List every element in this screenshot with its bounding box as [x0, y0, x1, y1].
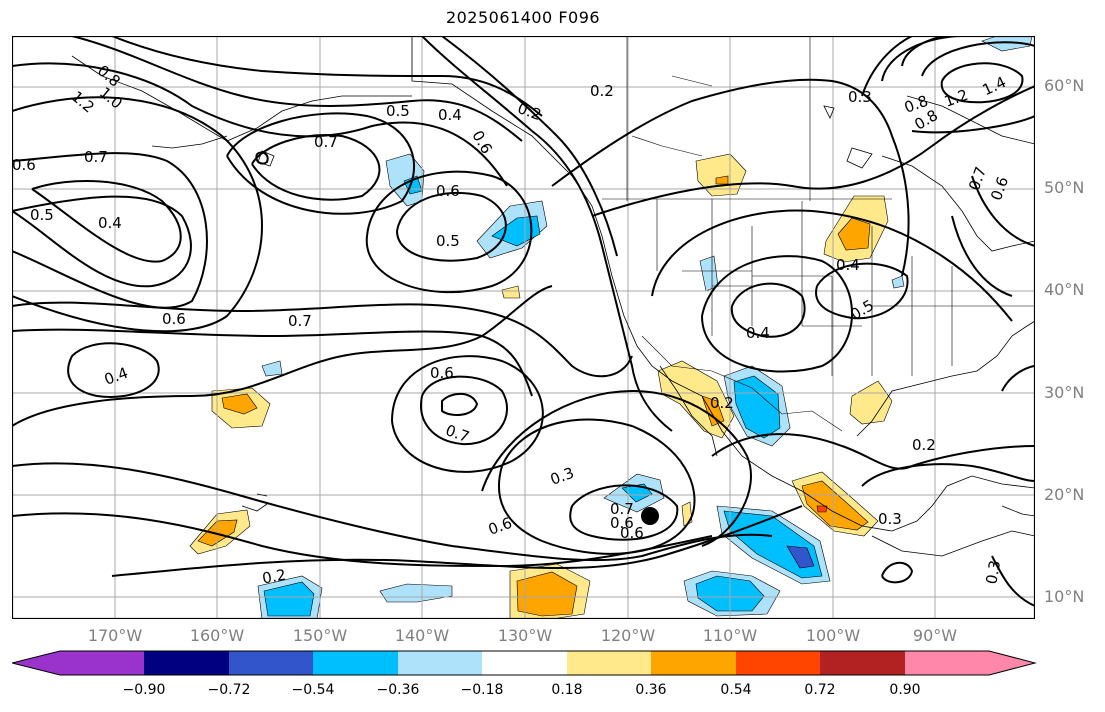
pos-patch: [837, 217, 871, 251]
lat-label: 40°N: [1044, 280, 1085, 299]
contour-label: 0.6: [12, 156, 36, 174]
contour-lines: [12, 36, 1035, 607]
colorbar-segment: [567, 651, 651, 675]
lat-label: 60°N: [1044, 76, 1085, 95]
map-panel: 0.8 1.0 1.2 0.6 0.7 0.5 0.4 0.7 0.5 0.4 …: [12, 36, 1035, 619]
storm-center-marker: [641, 507, 659, 525]
colorbar-tick: −0.18: [460, 682, 504, 698]
neg-patch: [491, 215, 541, 247]
lon-label: 130°W: [497, 626, 553, 645]
contour-label: 0.5: [386, 102, 410, 120]
neg-patch: [891, 275, 905, 289]
lon-label: 140°W: [394, 626, 450, 645]
colorbar-segment: [144, 651, 229, 675]
pos-patch: [501, 285, 521, 299]
colorbar-segment: [820, 651, 905, 675]
colorbar-tick: 0.90: [889, 682, 921, 698]
neg-patch: [261, 360, 283, 377]
lon-label: 170°W: [87, 626, 143, 645]
contour-label: 0.6: [162, 310, 186, 328]
colorbar-segment: [482, 651, 567, 675]
pos-patch: [516, 571, 578, 617]
colorbar-segment: [60, 651, 144, 675]
contour-label: 0.5: [30, 206, 54, 224]
colorbar-tick: 0.72: [804, 682, 836, 698]
contour-label: 0.6: [620, 524, 644, 542]
lon-label: 120°W: [600, 626, 656, 645]
neg-patch: [786, 545, 815, 569]
pos-patch: [849, 380, 893, 425]
colorbar-segment: [398, 651, 482, 675]
colorbar-segment: [229, 651, 313, 675]
lat-label: 50°N: [1044, 178, 1085, 197]
colorbar-tick: 0.36: [635, 682, 667, 698]
contour-label: 0.4: [98, 214, 122, 232]
colorbar-segment: [736, 651, 820, 675]
contour-label: 0.6: [430, 364, 454, 382]
contour-label: 0.2: [590, 82, 614, 100]
lon-label: 100°W: [805, 626, 861, 645]
lat-label: 20°N: [1044, 485, 1085, 504]
colorbar-segment: [313, 651, 398, 675]
colorbar-tick: −0.36: [376, 682, 420, 698]
contour-label: 0.3: [982, 559, 1004, 586]
graticule: [12, 36, 1035, 619]
contour-label: 0.7: [610, 500, 634, 518]
pos-patch: [681, 501, 693, 527]
lon-label: 160°W: [189, 626, 245, 645]
neg-patch: [733, 375, 781, 439]
contour-label: 0.4: [836, 256, 860, 274]
pos-patch: [221, 393, 258, 415]
coastlines: [71, 36, 1035, 557]
pos-patch: [701, 395, 725, 427]
lat-label: 10°N: [1044, 587, 1085, 606]
map-title: 2025061400 F096: [445, 8, 601, 27]
lat-label: 30°N: [1044, 383, 1085, 402]
colorbar-tick: −0.72: [207, 682, 251, 698]
colorbar: [12, 650, 1037, 676]
colorbar-tick: 0.54: [720, 682, 752, 698]
contour-label: 0.7: [314, 133, 338, 151]
neg-patch: [263, 581, 315, 617]
lon-label: 150°W: [292, 626, 348, 645]
pos-patch: [816, 505, 828, 513]
colorbar-segment: [651, 651, 736, 675]
contour-label: 0.3: [878, 510, 902, 528]
lon-label: 90°W: [912, 626, 958, 645]
contour-label: 0.6: [436, 182, 460, 200]
contour-label: 0.7: [84, 148, 108, 166]
contour-label: 0.4: [746, 324, 770, 342]
contour-label: 0.2: [710, 394, 734, 412]
contour-label: 0.5: [436, 232, 460, 250]
contour-label: 0.2: [912, 436, 936, 454]
colorbar-tick: 0.18: [551, 682, 583, 698]
contour-label: 0.7: [288, 312, 312, 330]
contour-label: 0.4: [438, 106, 462, 124]
colorbar-extend-high: [989, 651, 1035, 675]
lon-label: 110°W: [702, 626, 758, 645]
colorbar-tick: −0.90: [122, 682, 166, 698]
contour-label: 0.2: [261, 566, 288, 588]
colorbar-segment: [905, 651, 989, 675]
anomaly-shading: [189, 36, 1033, 619]
contour-label: 0.3: [848, 88, 872, 106]
contour-label: 0.6: [610, 514, 634, 532]
colorbar-tick: −0.54: [291, 682, 335, 698]
